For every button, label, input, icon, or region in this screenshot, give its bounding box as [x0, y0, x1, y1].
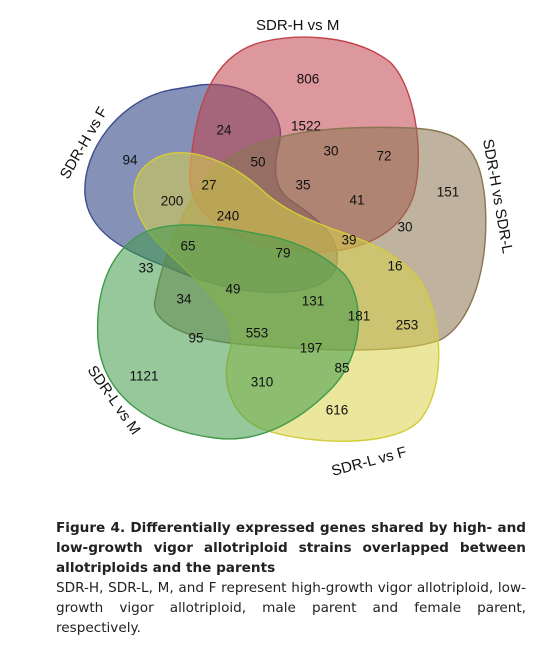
- region-count: 35: [295, 178, 310, 193]
- region-count: 131: [302, 294, 325, 309]
- region-count: 1522: [291, 119, 321, 134]
- region-count: 30: [397, 220, 412, 235]
- region-count: 200: [161, 194, 184, 209]
- region-count: 95: [188, 331, 203, 346]
- region-count: 553: [246, 326, 269, 341]
- caption-title: Figure 4. Differentially expressed genes…: [56, 520, 526, 576]
- set-label-sdr-h-vs-m: SDR-H vs M: [256, 17, 339, 34]
- region-count: 41: [349, 193, 364, 208]
- region-count: 65: [180, 239, 195, 254]
- region-count: 72: [376, 149, 391, 164]
- set-label-sdr-l-vs-f: SDR-L vs F: [330, 444, 409, 480]
- region-count: 616: [326, 403, 349, 418]
- region-count: 34: [176, 292, 192, 307]
- region-count: 50: [250, 155, 265, 170]
- region-count: 27: [201, 178, 216, 193]
- venn-diagram: SDR-H vs F SDR-H vs M SDR-H vs SDR-L SDR…: [57, 17, 516, 480]
- region-count: 253: [396, 318, 419, 333]
- region-count: 79: [275, 246, 290, 261]
- region-count: 33: [138, 261, 153, 276]
- region-count: 151: [437, 185, 460, 200]
- region-count: 197: [300, 341, 323, 356]
- region-count: 85: [334, 361, 349, 376]
- set-sdr-l-vs-m-shape: [96, 224, 360, 440]
- region-count: 39: [341, 233, 356, 248]
- region-count: 94: [122, 153, 138, 168]
- region-count: 310: [251, 375, 274, 390]
- region-count: 1121: [129, 369, 158, 384]
- region-count: 806: [297, 72, 320, 87]
- region-count: 49: [225, 282, 240, 297]
- region-count: 24: [216, 123, 232, 138]
- region-count: 181: [348, 309, 371, 324]
- figure-caption: Figure 4. Differentially expressed genes…: [56, 518, 526, 638]
- region-count: 30: [323, 144, 338, 159]
- region-count: 16: [387, 259, 402, 274]
- region-count: 240: [217, 209, 240, 224]
- caption-body: SDR-H, SDR-L, M, and F represent high-gr…: [56, 580, 526, 636]
